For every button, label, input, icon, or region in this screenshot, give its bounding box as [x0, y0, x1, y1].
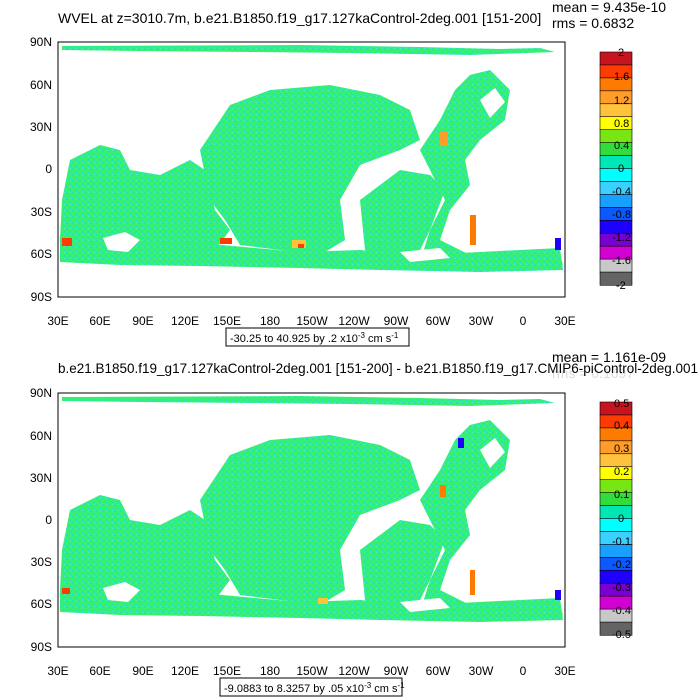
lon-label: 180 [260, 314, 280, 328]
lon-label: 120W [338, 314, 370, 328]
lon-label: 180 [260, 664, 280, 678]
range-box-bottom [219, 677, 403, 697]
colorbar-label: 0.2 [614, 466, 629, 478]
lat-label: 0 [45, 162, 52, 176]
map-hotspots-top [62, 132, 561, 250]
colorbar-swatch [599, 155, 633, 170]
map-land-bottom [103, 438, 505, 612]
lat-label: 0 [45, 513, 52, 527]
colorbar-swatch [599, 271, 633, 286]
colorbar-label: -2 [616, 280, 626, 292]
lon-label: 90E [132, 664, 153, 678]
lat-label: 30N [30, 120, 52, 134]
colorbar-label: 0.3 [614, 443, 629, 455]
colorbar-label: 0 [618, 163, 624, 175]
range-text-bottom: -9.0883 to 8.3257 by .05 x10-3 cm s-1 [224, 681, 405, 695]
lat-axis-bottom: 90N 60N 30N 0 30S 60S 90S [30, 386, 52, 654]
colorbar-swatch [599, 621, 633, 636]
lon-label: 60W [426, 664, 451, 678]
colorbar-label: 2 [618, 47, 624, 59]
lon-label: 30W [469, 314, 494, 328]
lon-label: 60W [426, 314, 451, 328]
colorbar-label: 0.5 [614, 398, 629, 410]
colorbar-label: 0.8 [614, 118, 629, 130]
lon-axis-top: 30E 60E 90E 120E 150E 180 150W 120W 90W … [47, 314, 575, 328]
lon-label: 150E [213, 314, 241, 328]
map-land-top [103, 88, 505, 262]
lon-label: 90W [384, 664, 409, 678]
colorbar-bottom [599, 401, 633, 636]
lat-label: 90S [31, 640, 52, 654]
colorbar-label: -1.6 [612, 255, 631, 267]
colorbar-label: -0.2 [612, 559, 631, 571]
panel-top-mean: mean = 9.435e-10 [552, 0, 666, 15]
panel-bottom-rms: rms = 0.1697 [552, 365, 634, 381]
colorbar-label: 0.4 [614, 140, 629, 152]
colorbar-label: 0 [618, 513, 624, 525]
map-field-bottom [60, 396, 563, 622]
map-field-top [60, 45, 563, 272]
range-text-top: -30.25 to 40.925 by .2 x10-3 cm s-1 [230, 331, 399, 345]
colorbar-label: -0.3 [612, 582, 631, 594]
panel-bottom-title: b.e21.B1850.f19_g17.127kaControl-2deg.00… [58, 360, 698, 376]
lat-label: 90S [31, 290, 52, 304]
lon-label: 150E [213, 664, 241, 678]
panel-bottom-mean: mean = 1.161e-09 [552, 349, 666, 365]
panel-top-title: WVEL at z=3010.7m, b.e21.B1850.f19_g17.1… [58, 10, 541, 26]
lon-label: 0 [520, 314, 527, 328]
colorbar-label: -0.8 [612, 209, 631, 221]
lon-label: 90W [384, 314, 409, 328]
lon-label: 30E [47, 314, 68, 328]
lat-axis-top: 90N 60N 30N 0 30S 60S 90S [30, 35, 52, 304]
colorbar-swatch [599, 505, 633, 520]
lat-label: 30S [31, 205, 52, 219]
colorbar-labels-bottom: 0.5 0.4 0.3 0.2 0.1 0 -0.1 -0.2 -0.3 -0.… [612, 398, 631, 641]
panel-bottom: b.e21.B1850.f19_g17.127kaControl-2deg.00… [30, 349, 698, 697]
lon-label: 60E [89, 664, 110, 678]
lon-label: 30E [554, 314, 575, 328]
colorbar-label: 0.1 [614, 489, 629, 501]
lat-label: 60N [30, 429, 52, 443]
colorbar-top [599, 51, 633, 286]
lat-label: 90N [30, 35, 52, 49]
lon-label: 120E [171, 314, 199, 328]
lon-axis-bottom: 30E 60E 90E 120E 150E 180 150W 120W 90W … [47, 664, 575, 678]
colorbar-label: -0.4 [612, 605, 631, 617]
colorbar-label: -0.4 [612, 186, 631, 198]
lon-label: 30E [47, 664, 68, 678]
lon-label: 150W [296, 314, 328, 328]
panel-top-rms: rms = 0.6832 [552, 15, 634, 31]
panel-top: WVEL at z=3010.7m, b.e21.B1850.f19_g17.1… [30, 0, 666, 347]
lat-label: 60S [31, 597, 52, 611]
lat-label: 60S [31, 247, 52, 261]
lon-label: 0 [520, 664, 527, 678]
colorbar-label: 1.6 [614, 71, 629, 83]
lon-label: 60E [89, 314, 110, 328]
lon-label: 150W [296, 664, 328, 678]
map-hotspots-bottom [62, 438, 561, 604]
colorbar-label: -1.2 [612, 232, 631, 244]
lon-label: 30E [554, 664, 575, 678]
colorbar-swatch [599, 51, 633, 66]
lat-label: 90N [30, 386, 52, 400]
lon-label: 30W [469, 664, 494, 678]
colorbar-label: 1.2 [614, 95, 629, 107]
colorbar-labels-top: 2 1.6 1.2 0.8 0.4 0 -0.4 -0.8 -1.2 -1.6 … [612, 47, 631, 292]
lat-label: 60N [30, 78, 52, 92]
range-box-top [225, 327, 410, 347]
lat-label: 30N [30, 471, 52, 485]
colorbar-label: 0.4 [614, 420, 629, 432]
colorbar-label: -0.1 [612, 536, 631, 548]
colorbar-swatch [599, 518, 633, 533]
lon-label: 120W [338, 664, 370, 678]
lon-label: 90E [132, 314, 153, 328]
colorbar-swatch [599, 168, 633, 183]
colorbar-label: -0.5 [612, 629, 631, 641]
lat-label: 30S [31, 555, 52, 569]
lon-label: 120E [171, 664, 199, 678]
